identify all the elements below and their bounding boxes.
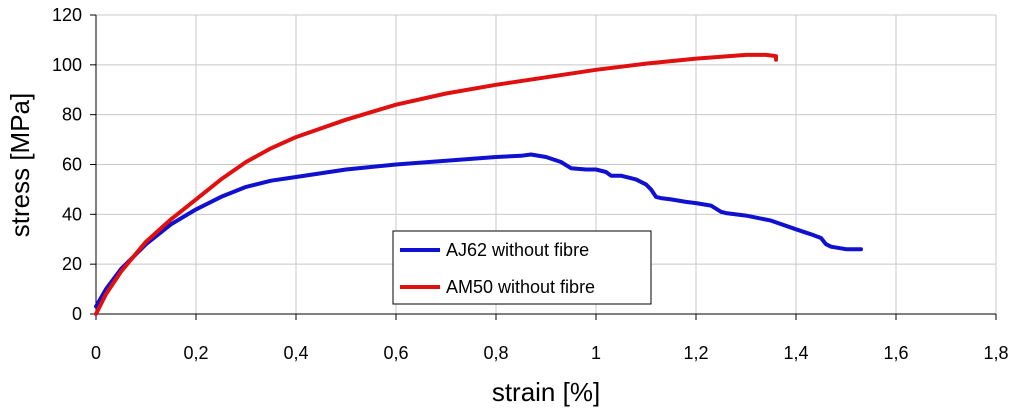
y-tick-label: 120 [52,5,82,25]
x-axis-title: strain [%] [492,377,600,407]
x-tick-label: 1,8 [983,343,1008,363]
legend-label-aj62: AJ62 without fibre [446,240,589,260]
x-tick-label: 1,2 [683,343,708,363]
y-tick-label: 60 [62,155,82,175]
series-line-aj62 [94,152,863,309]
x-tick-label: 1,6 [883,343,908,363]
x-tick-label: 1,4 [783,343,808,363]
x-tick-label: 0,6 [383,343,408,363]
y-tick-label: 80 [62,105,82,125]
y-tick-label: 0 [72,304,82,324]
y-tick-label: 40 [62,204,82,224]
x-tick-label: 0,8 [483,343,508,363]
x-tick-label: 0,2 [183,343,208,363]
y-tick-label: 100 [52,55,82,75]
y-axis-title: stress [MPa] [5,93,35,237]
legend: AJ62 without fibre AM50 without fibre [392,230,652,305]
x-tick-label: 0 [91,343,101,363]
y-tick-label: 20 [62,254,82,274]
x-tick-label: 1 [591,343,601,363]
x-tick-label: 0,4 [283,343,308,363]
axes [90,14,997,320]
legend-box [392,230,652,305]
legend-label-am50: AM50 without fibre [446,277,595,297]
series-line-am50 [94,52,778,316]
data-series [94,52,863,316]
tick-labels: 0 0,2 0,4 0,6 0,8 1 1,2 1,4 1,6 1,8 0 20 40 60 80 100 12… [52,5,1009,363]
